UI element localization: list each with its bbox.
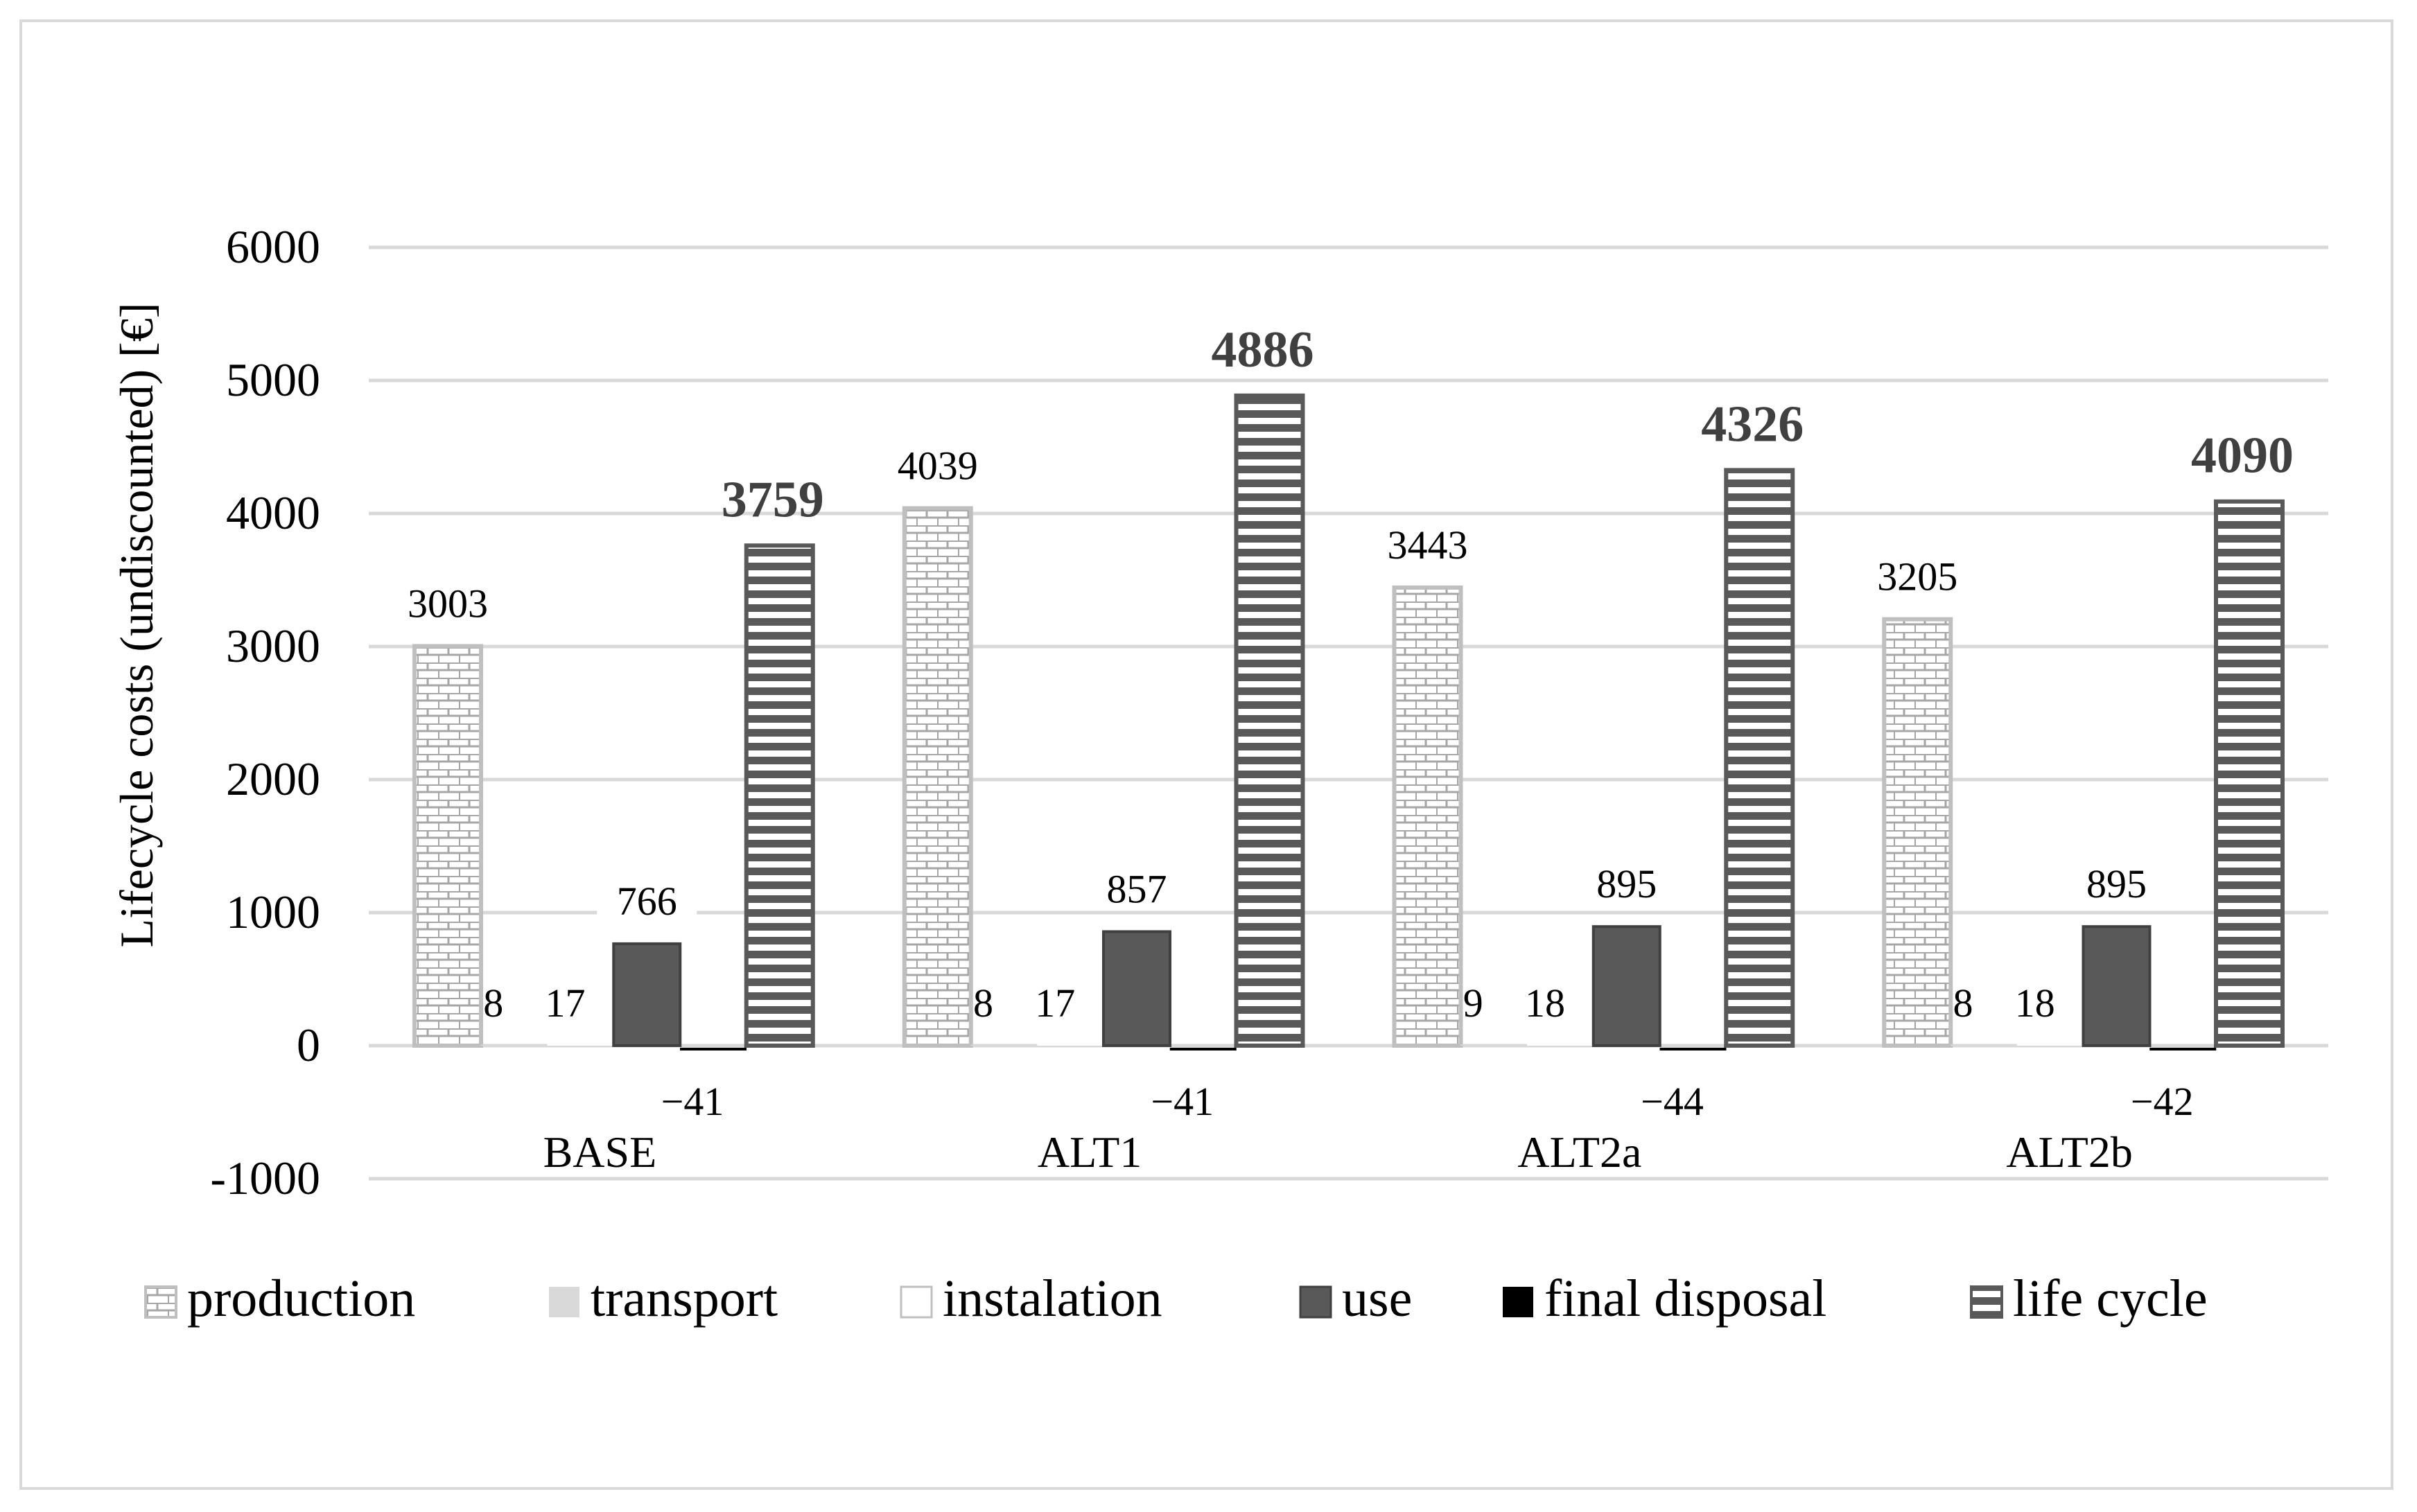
legend-label-use: use (1342, 1269, 1412, 1328)
data-label-use-ALT2b: 895 (2086, 861, 2147, 906)
y-tick-label: 4000 (226, 486, 320, 539)
data-label-production-BASE: 3003 (408, 581, 488, 626)
bar-production-ALT2a (1392, 585, 1463, 1048)
data-label-use-ALT2a: 895 (1596, 861, 1657, 906)
bar-transport-ALT2a (1460, 1044, 1528, 1046)
y-tick-label: 1000 (226, 886, 320, 938)
data-label-transport-BASE: 8 (483, 981, 503, 1026)
legend-label-life-cycle: life cycle (2013, 1269, 2208, 1328)
y-tick-label: 0 (297, 1019, 320, 1071)
y-tick-label: 6000 (226, 220, 320, 273)
bar-final-disposal-ALT1 (1169, 1048, 1237, 1051)
legend-label-production: production (187, 1269, 415, 1328)
data-label-instalation-BASE: 17 (546, 981, 586, 1026)
legend-label-instalation: instalation (943, 1269, 1162, 1328)
y-axis-tick-labels: 6000 5000 4000 3000 2000 1000 0 -1000 (210, 220, 320, 1204)
bar-production-ALT1 (902, 506, 973, 1048)
data-label-transport-ALT2b: 8 (1953, 981, 1973, 1026)
data-label-production-ALT2a: 3443 (1388, 522, 1468, 568)
y-axis-title: Lifecycle costs (undiscounted) [€] (110, 303, 163, 948)
data-label-use-BASE: 766 (617, 879, 677, 924)
data-label-background (2066, 861, 2167, 906)
data-label-final-disposal-ALT2a: −44 (1641, 1079, 1704, 1124)
bar-life-cycle-ALT2a (1724, 468, 1795, 1048)
legend: production transport instalation use final d… (144, 1269, 2208, 1328)
legend-swatch-final-disposal (1503, 1287, 1533, 1317)
data-label-life-cycle-BASE: 3759 (722, 471, 824, 528)
legend-swatch-life-cycle (1970, 1285, 2003, 1319)
bar-use-ALT2b (2082, 925, 2152, 1048)
data-label-background (1087, 866, 1187, 911)
chart-frame: 6000 5000 4000 3000 2000 1000 0 -1000 3003 8 17 76… (19, 19, 2393, 1490)
bar-final-disposal-BASE (680, 1048, 747, 1051)
bar-instalation-ALT2b (2016, 1043, 2084, 1046)
data-label-transport-ALT2a: 9 (1463, 981, 1483, 1026)
data-label-use-ALT1: 857 (1107, 866, 1167, 911)
data-label-final-disposal-BASE: −41 (661, 1079, 724, 1124)
bar-use-ALT1 (1102, 930, 1171, 1048)
legend-label-transport: transport (591, 1269, 778, 1328)
data-label-instalation-ALT1: 17 (1035, 981, 1075, 1026)
data-label-production-ALT2b: 3205 (1877, 554, 1957, 599)
data-label-final-disposal-ALT1: −41 (1151, 1079, 1214, 1124)
y-tick-label: 3000 (226, 619, 320, 672)
bar-transport-ALT1 (970, 1044, 1038, 1046)
data-label-instalation-ALT2b: 18 (2015, 981, 2055, 1026)
bar-instalation-BASE (547, 1043, 614, 1046)
bar-instalation-ALT1 (1037, 1043, 1104, 1046)
x-tick-label: ALT2a (1517, 1127, 1641, 1177)
bars (412, 393, 2285, 1051)
x-tick-label: ALT1 (1038, 1127, 1142, 1177)
bar-life-cycle-BASE (744, 543, 815, 1048)
bar-production-BASE (412, 644, 483, 1048)
bar-final-disposal-ALT2a (1659, 1048, 1727, 1051)
y-tick-label: -1000 (210, 1152, 320, 1204)
legend-swatch-use (1299, 1285, 1332, 1319)
x-axis-category-labels: BASE ALT1 ALT2a ALT2b (543, 1127, 2133, 1177)
bar-final-disposal-ALT2b (2149, 1048, 2217, 1051)
legend-label-final-disposal: final disposal (1544, 1269, 1826, 1328)
bar-use-BASE (612, 942, 682, 1047)
data-label-final-disposal-ALT2b: −42 (2131, 1079, 2194, 1124)
chart-svg: 6000 5000 4000 3000 2000 1000 0 -1000 3003 8 17 76… (110, 220, 2328, 1328)
data-label-background (597, 878, 697, 923)
data-label-instalation-ALT2a: 18 (1525, 981, 1565, 1026)
bar-life-cycle-ALT1 (1234, 393, 1305, 1048)
data-label-life-cycle-ALT2b: 4090 (2191, 428, 2294, 484)
bar-use-ALT2a (1591, 925, 1661, 1048)
data-label-life-cycle-ALT1: 4886 (1212, 322, 1314, 378)
bar-production-ALT2b (1882, 617, 1953, 1048)
legend-swatch-production (144, 1285, 177, 1319)
x-tick-label: ALT2b (2006, 1127, 2133, 1177)
bar-life-cycle-ALT2b (2214, 499, 2285, 1048)
data-label-production-ALT1: 4039 (898, 443, 978, 489)
legend-swatch-instalation (900, 1285, 933, 1319)
x-tick-label: BASE (543, 1127, 657, 1177)
y-tick-label: 5000 (226, 353, 320, 406)
legend-swatch-transport (549, 1287, 579, 1317)
data-label-life-cycle-ALT2a: 4326 (1701, 396, 1804, 452)
data-label-background (1576, 861, 1677, 906)
bar-transport-ALT2b (1951, 1044, 2017, 1046)
bar-instalation-ALT2a (1527, 1043, 1594, 1046)
bar-transport-BASE (480, 1044, 548, 1046)
data-label-transport-ALT1: 8 (973, 981, 993, 1026)
y-tick-label: 2000 (226, 753, 320, 805)
